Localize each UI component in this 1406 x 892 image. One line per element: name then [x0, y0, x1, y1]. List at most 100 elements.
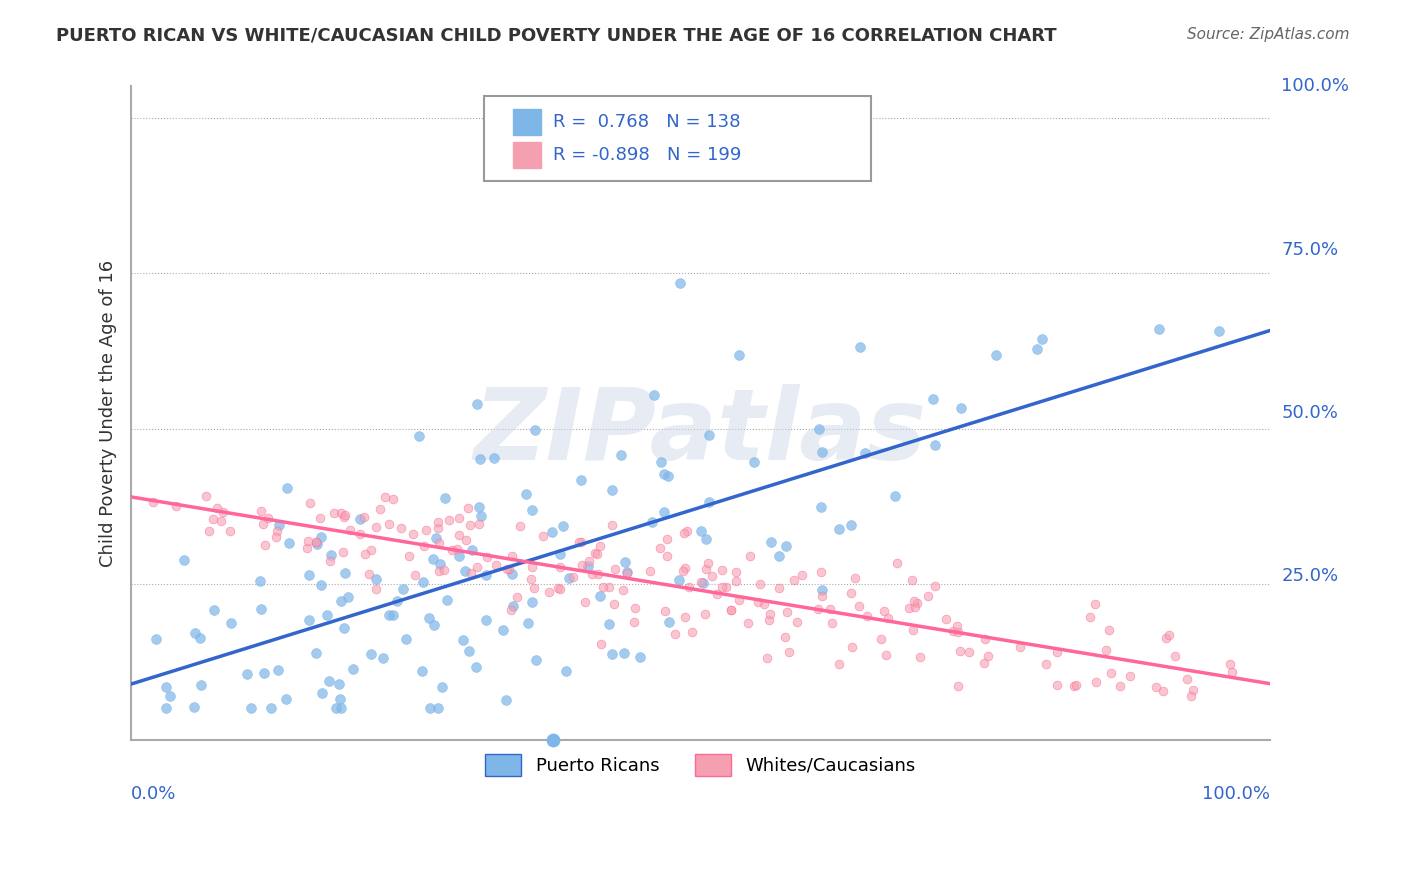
- Point: [142, 495, 165, 509]
- Point: [884, 489, 907, 503]
- Point: [562, 570, 585, 584]
- Point: [307, 537, 329, 551]
- Point: [426, 701, 449, 715]
- Point: [664, 626, 686, 640]
- Point: [574, 595, 596, 609]
- Point: [412, 539, 434, 553]
- Point: [903, 600, 925, 615]
- Point: [212, 505, 235, 519]
- Point: [449, 549, 471, 563]
- Point: [468, 516, 491, 531]
- Point: [190, 678, 212, 692]
- Point: [924, 578, 946, 592]
- Point: [325, 701, 347, 715]
- Point: [877, 611, 900, 625]
- Point: [278, 535, 301, 549]
- Point: [908, 649, 931, 664]
- Point: [411, 664, 433, 678]
- Point: [870, 632, 893, 646]
- Point: [515, 487, 537, 501]
- Point: [516, 615, 538, 630]
- Point: [1098, 623, 1121, 637]
- Point: [155, 680, 177, 694]
- Point: [568, 534, 591, 549]
- Point: [672, 564, 695, 578]
- Point: [364, 519, 387, 533]
- Point: [349, 512, 371, 526]
- Point: [776, 605, 799, 619]
- Point: [924, 438, 946, 452]
- Point: [548, 547, 571, 561]
- Point: [333, 566, 356, 580]
- Point: [1035, 657, 1057, 671]
- Point: [332, 545, 354, 559]
- Point: [308, 510, 330, 524]
- Point: [1046, 645, 1069, 659]
- Point: [706, 587, 728, 601]
- Point: [1149, 322, 1171, 336]
- Point: [738, 549, 761, 563]
- Point: [468, 452, 491, 467]
- Point: [917, 590, 939, 604]
- Point: [430, 680, 453, 694]
- Point: [900, 573, 922, 587]
- Point: [219, 615, 242, 630]
- Text: R =  0.768   N = 138: R = 0.768 N = 138: [553, 113, 740, 131]
- Point: [408, 429, 430, 443]
- Point: [498, 562, 520, 576]
- Point: [454, 565, 477, 579]
- Point: [828, 657, 851, 671]
- Point: [253, 538, 276, 552]
- Point: [505, 591, 527, 605]
- Point: [427, 536, 450, 550]
- Point: [531, 529, 554, 543]
- Point: [616, 566, 638, 580]
- Point: [321, 549, 343, 563]
- Point: [437, 513, 460, 527]
- Bar: [513, 110, 541, 136]
- Point: [522, 559, 544, 574]
- Point: [368, 501, 391, 516]
- Point: [711, 580, 734, 594]
- Point: [650, 541, 672, 555]
- Point: [1159, 628, 1181, 642]
- Point: [426, 521, 449, 535]
- Point: [188, 631, 211, 645]
- Point: [737, 616, 759, 631]
- Point: [339, 523, 361, 537]
- Point: [603, 597, 626, 611]
- Point: [1084, 597, 1107, 611]
- Point: [465, 397, 488, 411]
- Point: [165, 500, 187, 514]
- Point: [658, 615, 681, 629]
- Point: [492, 623, 515, 637]
- Point: [720, 603, 742, 617]
- Point: [252, 516, 274, 531]
- Point: [548, 582, 571, 597]
- Point: [538, 584, 561, 599]
- Point: [382, 608, 405, 623]
- Point: [436, 593, 458, 607]
- Point: [600, 483, 623, 497]
- Y-axis label: Child Poverty Under the Age of 16: Child Poverty Under the Age of 16: [100, 260, 117, 566]
- Point: [470, 509, 492, 524]
- Point: [986, 348, 1008, 362]
- Point: [276, 481, 298, 495]
- Point: [392, 582, 415, 596]
- Point: [458, 644, 481, 658]
- Text: ZIPatlas: ZIPatlas: [474, 384, 927, 481]
- Point: [581, 567, 603, 582]
- Point: [600, 648, 623, 662]
- Point: [353, 509, 375, 524]
- Point: [377, 516, 399, 531]
- Point: [446, 541, 468, 556]
- Point: [209, 514, 232, 528]
- FancyBboxPatch shape: [484, 96, 872, 181]
- Point: [714, 580, 737, 594]
- Point: [360, 647, 382, 661]
- Point: [700, 569, 723, 583]
- Point: [657, 468, 679, 483]
- Point: [520, 572, 543, 586]
- Point: [333, 510, 356, 524]
- Point: [250, 602, 273, 616]
